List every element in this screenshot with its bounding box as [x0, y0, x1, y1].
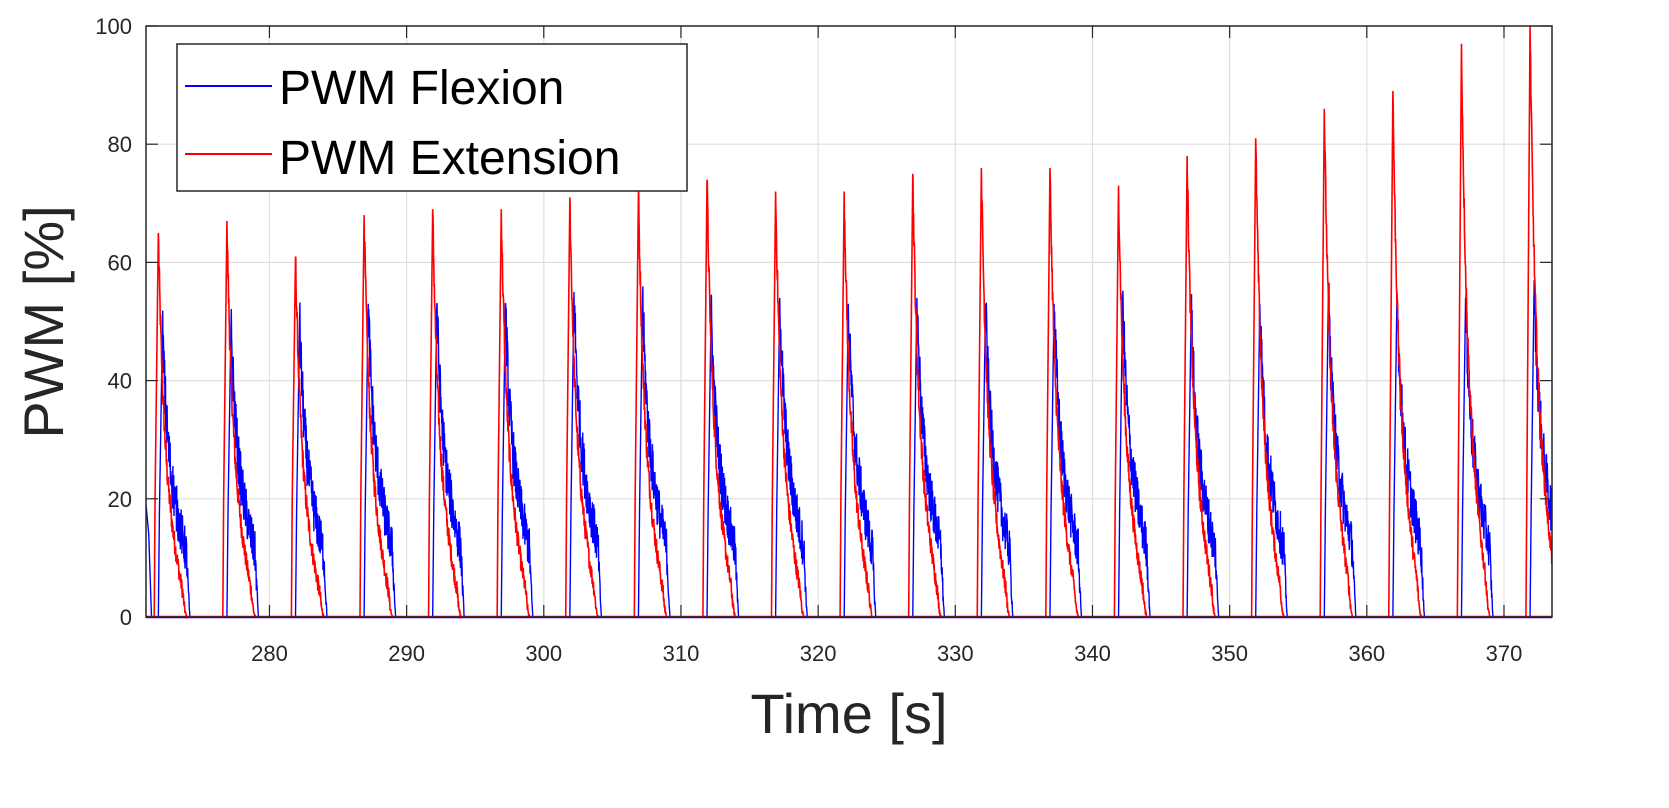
extension-burst	[1177, 156, 1249, 619]
extension-burst	[217, 221, 289, 618]
extension-burst	[971, 167, 1044, 618]
flexion-burst	[154, 310, 225, 618]
extension-burst	[628, 191, 701, 618]
legend-label-flexion: PWM Flexion	[279, 62, 564, 115]
flexion-burst	[1595, 251, 1665, 617]
extension-burst	[766, 191, 838, 618]
plot-border	[145, 25, 1553, 618]
flexion-burst	[702, 294, 773, 618]
legend-label-extension: PWM Extension	[279, 132, 620, 185]
extension-burst	[1314, 108, 1387, 618]
y-tick-label: 0	[120, 605, 132, 630]
extension-burst	[1246, 138, 1318, 618]
extension-burst	[1108, 185, 1181, 618]
x-tick-label: 360	[1348, 641, 1385, 666]
extension-burst	[354, 215, 426, 619]
extension-burst	[834, 191, 906, 618]
extension-burst	[148, 232, 221, 619]
flexion-burst	[1045, 303, 1116, 618]
flexion-burst	[1114, 290, 1185, 618]
flexion-burst	[1183, 294, 1253, 618]
extension-burst	[491, 209, 563, 618]
tick-labels: 280 290 300 310 320 330 340 350 360 370 0 20 40 60 80 1…	[95, 14, 1522, 666]
y-tick-label: 100	[95, 14, 132, 39]
ticks	[146, 25, 1552, 618]
flexion-burst	[497, 302, 568, 618]
x-tick-label: 290	[388, 641, 425, 666]
extension-burst	[1451, 43, 1524, 618]
y-axis-title: PWM [%]	[12, 205, 75, 438]
flexion-burst	[428, 302, 499, 618]
flexion-burst	[977, 302, 1048, 618]
extension-burst	[560, 197, 632, 618]
x-axis-title: Time [s]	[750, 682, 947, 745]
flexion-burst	[222, 309, 293, 618]
extension-burst	[697, 179, 769, 618]
flexion-burst	[565, 291, 636, 618]
x-tick-label: 370	[1486, 641, 1523, 666]
extension-burst	[1040, 167, 1112, 618]
legend: PWM Flexion PWM Extension	[176, 43, 688, 192]
x-tick-label: 320	[800, 641, 837, 666]
y-tick-label: 20	[108, 487, 132, 512]
flexion-burst	[1320, 282, 1391, 618]
y-tick-label: 80	[108, 132, 132, 157]
x-tick-label: 330	[937, 641, 974, 666]
extension-burst	[903, 173, 975, 618]
flexion-burst	[291, 302, 362, 618]
flexion-burst	[1525, 280, 1552, 618]
extension-burst	[423, 209, 495, 619]
x-tick-label: 340	[1074, 641, 1111, 666]
flexion-burst	[359, 303, 430, 618]
legend-box	[176, 43, 688, 192]
x-tick-label: 280	[251, 641, 288, 666]
flexion-burst	[840, 303, 911, 618]
extension-burst	[1520, 25, 1552, 618]
extension-burst	[285, 256, 358, 618]
x-tick-label: 350	[1211, 641, 1248, 666]
flexion-burst	[771, 297, 842, 618]
x-tick-label: 300	[525, 641, 562, 666]
x-tick-label: 310	[663, 641, 700, 666]
y-tick-label: 60	[108, 250, 132, 275]
extension-burst	[1383, 90, 1455, 618]
flexion-burst	[908, 297, 979, 618]
y-tick-label: 40	[108, 369, 132, 394]
flexion-burst	[1251, 303, 1322, 618]
flexion-burst	[634, 286, 705, 618]
